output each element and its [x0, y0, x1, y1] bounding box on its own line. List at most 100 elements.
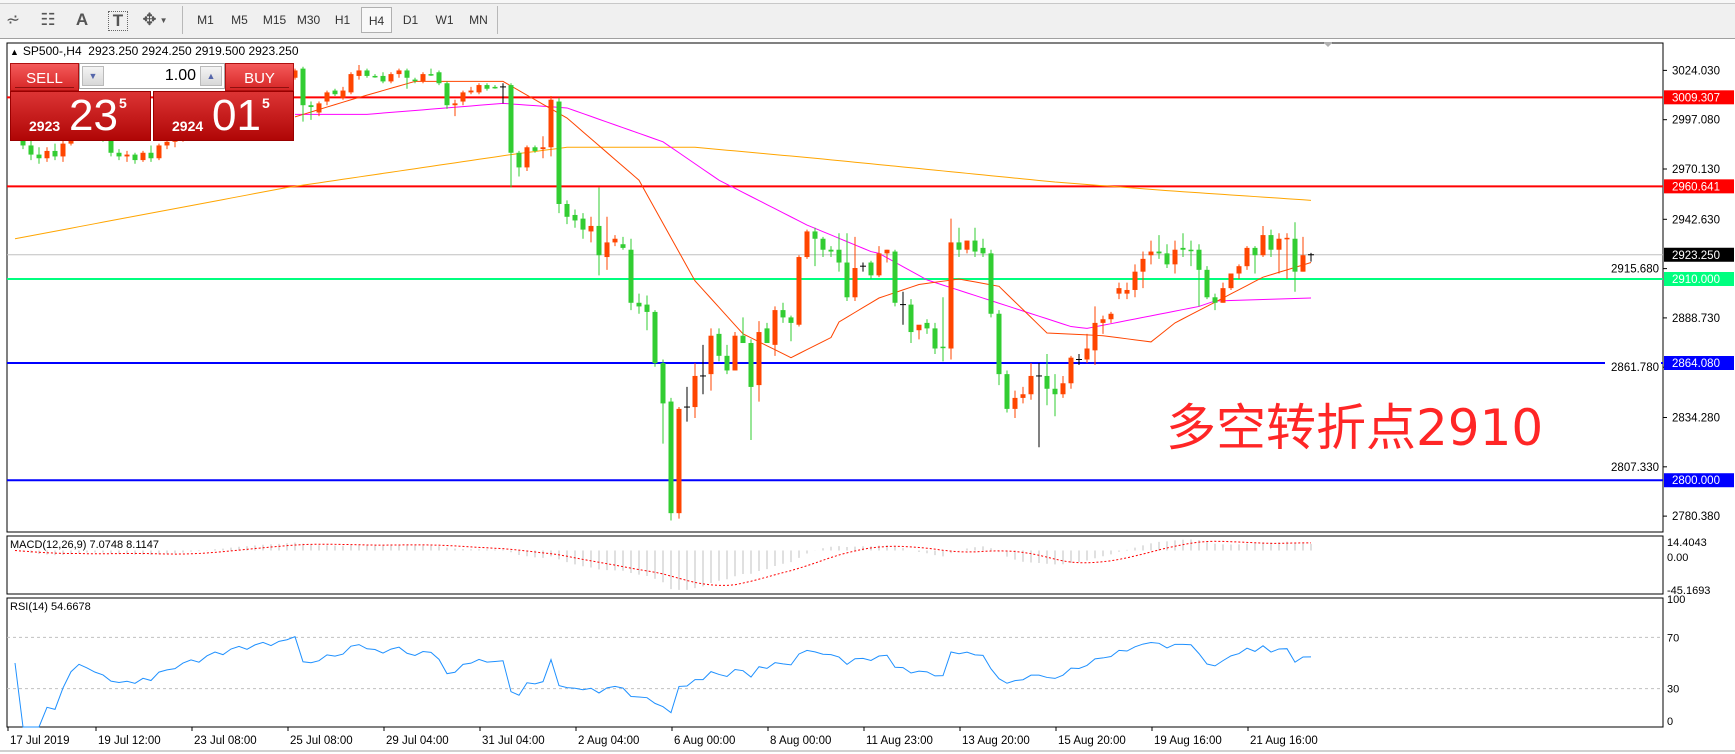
candle: [1148, 240, 1154, 265]
lot-size-input[interactable]: ▼ 1.00 ▲: [79, 63, 225, 89]
sell-button-underline: [15, 87, 74, 88]
candle-body: [660, 363, 666, 404]
candle: [564, 200, 570, 225]
candle-body: [468, 90, 474, 93]
main-pane-frame: [6, 42, 1664, 533]
timeframe-m1[interactable]: M1: [197, 13, 214, 27]
price-axis-label: 2970.130: [1672, 164, 1720, 176]
timeframe-h1[interactable]: H1: [334, 13, 351, 27]
candle-body: [1060, 383, 1066, 395]
elliott-wave-icon[interactable]: ⩫: [5, 10, 21, 29]
candle: [1172, 240, 1178, 274]
candle: [468, 86, 474, 95]
timeframe-m30[interactable]: M30: [296, 13, 321, 27]
candle: [516, 150, 522, 177]
price-line-label: 2910.000: [1672, 274, 1720, 286]
candle: [444, 81, 450, 109]
text-box-icon[interactable]: T: [108, 11, 128, 31]
price-line-label-bg: [1664, 179, 1734, 194]
candle-body: [1012, 397, 1018, 409]
candle-body: [1156, 251, 1162, 254]
candle: [1052, 374, 1058, 417]
candle-body: [1188, 249, 1194, 252]
lot-increase-button[interactable]: ▲: [200, 66, 222, 86]
chart-ohlc: 2923.250 2924.250 2919.500 2923.250: [88, 44, 299, 58]
candle: [52, 143, 58, 161]
timeframe-h4[interactable]: H4: [361, 7, 392, 33]
candle-body: [804, 231, 810, 258]
candle: [980, 238, 986, 258]
candle-body: [732, 335, 738, 371]
sell-label: SELL: [26, 70, 63, 87]
candle: [788, 315, 794, 342]
candle-body: [796, 257, 802, 325]
candle: [868, 260, 874, 279]
timeframe-mn[interactable]: MN: [469, 13, 488, 27]
candle-body: [1220, 288, 1226, 303]
candle-body: [44, 150, 50, 159]
candle: [812, 227, 818, 267]
moving-average-line-2: [295, 102, 1312, 329]
buy-label: BUY: [244, 70, 275, 87]
candle-body: [1020, 394, 1026, 398]
candle: [724, 344, 730, 375]
candle-body: [1260, 235, 1266, 256]
sell-button[interactable]: SELL: [10, 63, 79, 91]
buy-button[interactable]: BUY: [225, 63, 294, 91]
candle-body: [604, 242, 610, 258]
candle: [1124, 282, 1130, 300]
candle-body: [436, 72, 442, 84]
candle: [348, 72, 354, 95]
candle: [548, 96, 554, 157]
price-line-label: 2864.080: [1672, 358, 1720, 370]
buy-price-button[interactable]: 2924 01 5: [153, 91, 294, 141]
timeframe-m5[interactable]: M5: [231, 13, 248, 27]
candle: [748, 339, 754, 440]
candle-body: [764, 328, 770, 344]
candle-body: [716, 333, 722, 356]
candle: [44, 147, 50, 162]
buy-price-pip: 5: [262, 95, 270, 111]
candle-body: [1140, 258, 1146, 272]
sell-price-pip: 5: [119, 95, 127, 111]
candle-body: [108, 138, 114, 153]
price-line-label: 2800.000: [1672, 475, 1720, 487]
candle-body: [1196, 249, 1202, 270]
candle-body: [1108, 313, 1114, 320]
candle-body: [1052, 388, 1058, 395]
candle-body: [404, 70, 410, 78]
price-axis-label: 2834.280: [1672, 413, 1720, 425]
time-axis-label: 25 Jul 08:00: [290, 735, 353, 747]
candle-body: [356, 70, 362, 76]
text-label-icon[interactable]: A: [75, 10, 89, 29]
fibonacci-grid-icon[interactable]: ☷: [40, 10, 56, 29]
candle-body: [708, 335, 714, 375]
candle: [500, 83, 506, 104]
candle: [1180, 233, 1186, 258]
timeframe-m15[interactable]: M15: [262, 13, 287, 27]
candle-body: [1068, 357, 1074, 384]
candle-body: [564, 203, 570, 217]
rsi-axis-label: 0: [1667, 716, 1673, 728]
candle: [596, 187, 602, 276]
candle-body: [924, 322, 930, 329]
timeframe-d1[interactable]: D1: [402, 13, 419, 27]
candle: [1228, 273, 1234, 290]
candle-body: [1116, 288, 1122, 294]
lot-value[interactable]: 1.00: [164, 67, 196, 84]
candle: [620, 236, 626, 250]
sell-price-button[interactable]: 2923 23 5: [10, 91, 151, 141]
candle-body: [1180, 247, 1186, 250]
candle-body: [972, 240, 978, 252]
candle-body: [884, 249, 890, 254]
arrows-dropdown-icon[interactable]: ✥ ▼: [142, 7, 168, 33]
candle: [404, 68, 410, 89]
lot-decrease-button[interactable]: ▼: [82, 66, 104, 86]
sell-price-big: 23: [69, 91, 118, 140]
candle-body: [372, 75, 378, 78]
candle: [524, 145, 530, 172]
candle: [308, 101, 314, 120]
timeframe-w1[interactable]: W1: [435, 13, 454, 27]
candle: [876, 246, 882, 278]
candle-body: [1044, 375, 1050, 389]
